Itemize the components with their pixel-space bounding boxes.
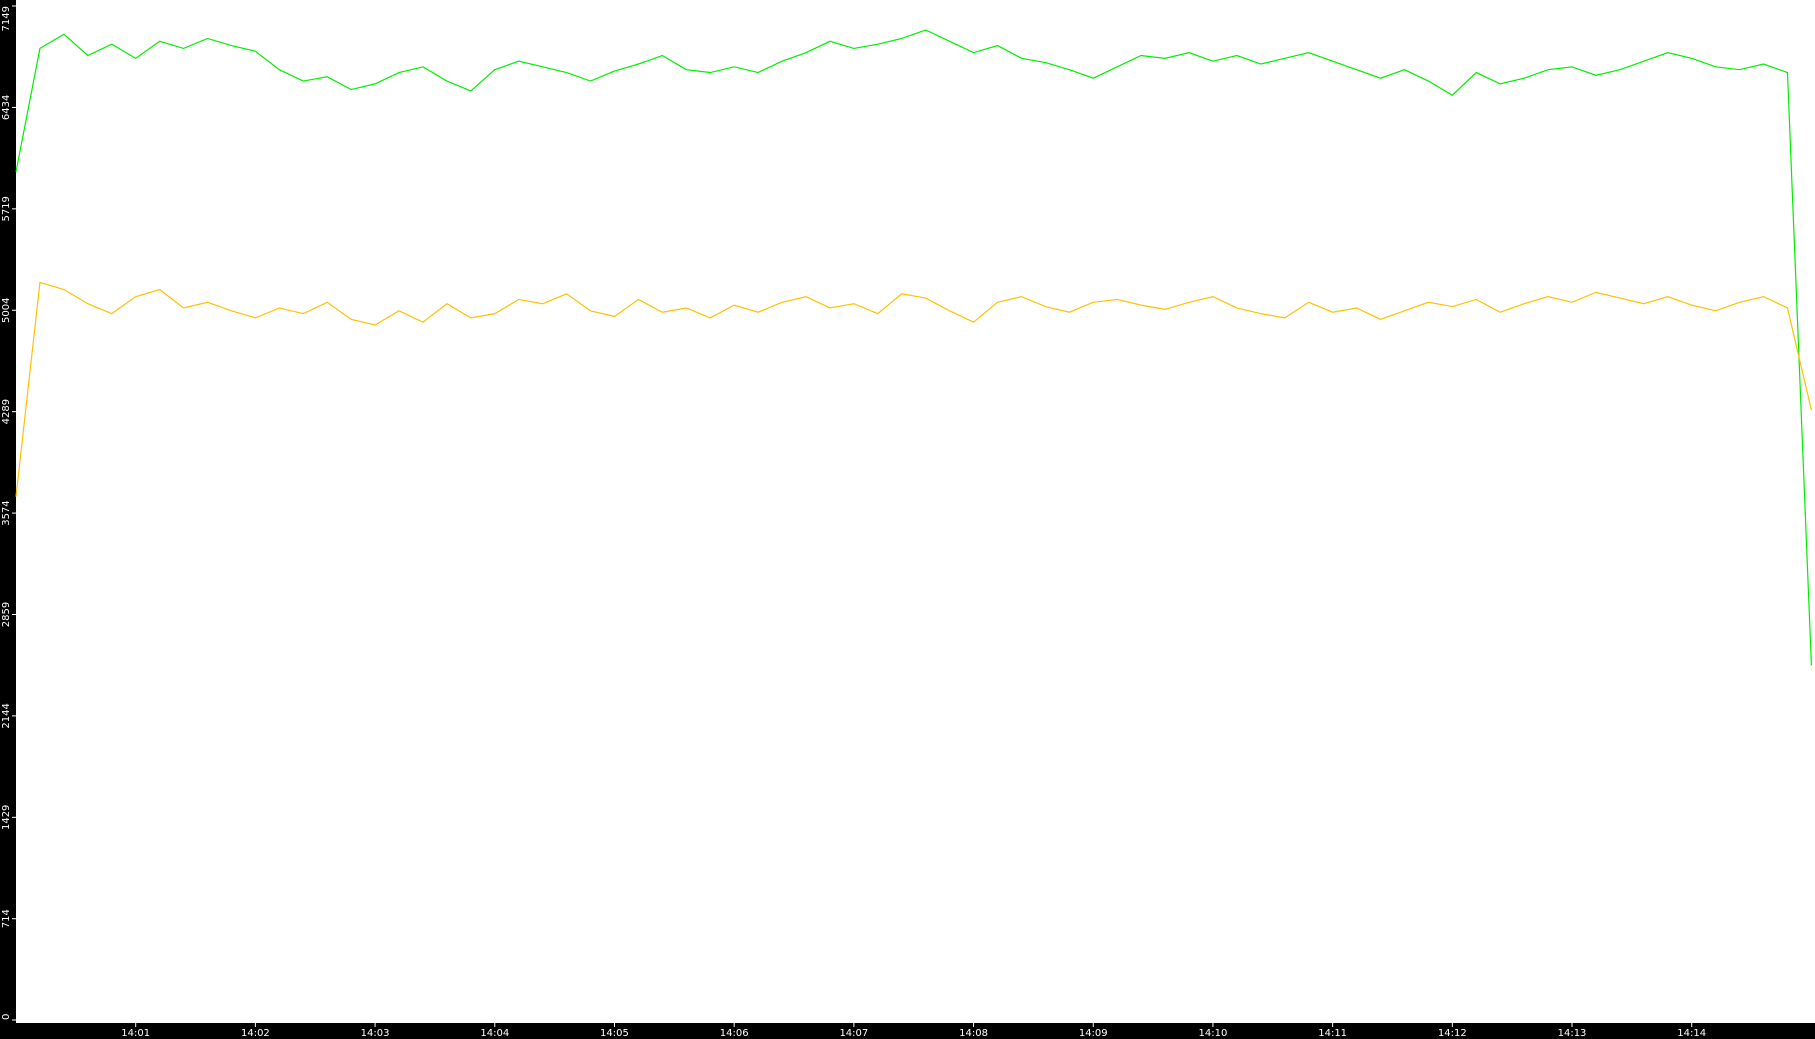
x-tick-label: 14:06 (720, 1028, 749, 1039)
x-tick-label: 14:11 (1318, 1028, 1347, 1039)
x-tick-label: 14:05 (600, 1028, 629, 1039)
y-tick-label: 5004 (1, 298, 12, 323)
series-line (15, 29, 1813, 666)
y-tick-label: 7149 (1, 6, 12, 31)
x-tick-label: 14:03 (361, 1028, 390, 1039)
x-tick-label: 14:01 (121, 1028, 150, 1039)
x-tick-label: 14:02 (241, 1028, 270, 1039)
y-tick-label: 4289 (1, 399, 12, 424)
y-tick-label: 714 (1, 909, 12, 928)
x-tick-label: 14:08 (959, 1028, 988, 1039)
series-line (15, 281, 1812, 497)
y-tick-label: 6434 (1, 95, 12, 120)
plot-area (16, 0, 1815, 1023)
x-tick-label: 14:10 (1199, 1028, 1228, 1039)
x-tick-label: 14:13 (1558, 1028, 1587, 1039)
y-tick-label: 5719 (1, 196, 12, 221)
x-tick-label: 14:12 (1438, 1028, 1467, 1039)
y-tick-label: 2144 (1, 703, 12, 728)
x-tick-label: 14:04 (480, 1028, 509, 1039)
x-tick-label: 14:07 (839, 1028, 868, 1039)
y-tick-label: 2859 (1, 602, 12, 627)
y-tick-label: 3574 (1, 500, 12, 525)
y-tick-label: 1429 (1, 805, 12, 830)
y-tick-label: 0 (1, 1014, 12, 1020)
x-tick-label: 14:14 (1677, 1028, 1706, 1039)
x-tick-label: 14:09 (1079, 1028, 1108, 1039)
